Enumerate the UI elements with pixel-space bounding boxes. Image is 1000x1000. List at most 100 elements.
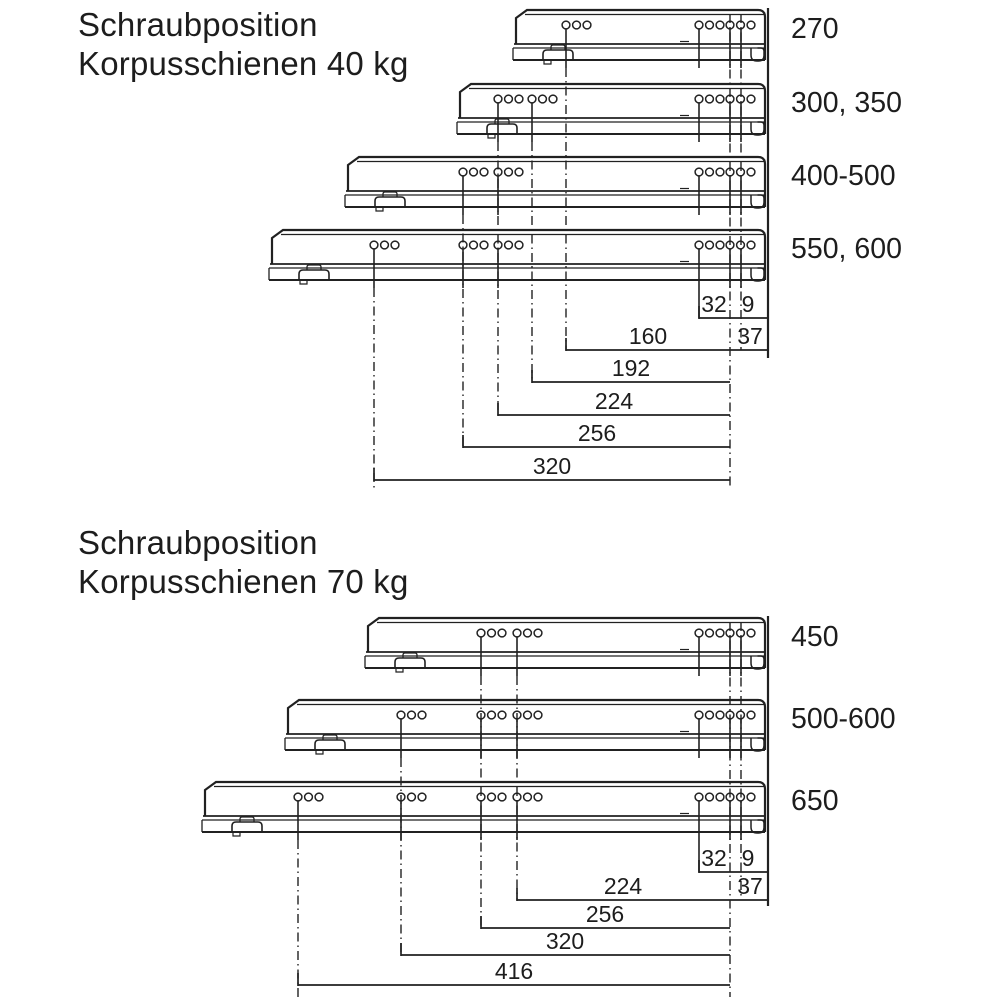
screw-hole: [493, 94, 503, 104]
screw-hole: [479, 167, 489, 177]
rail-latch-foot: [375, 207, 384, 212]
rail-450: 450: [364, 616, 839, 673]
dimension-row-192: 192: [531, 355, 730, 383]
dimension-row-224: 224 37: [516, 873, 768, 901]
dimension-label-160: 160: [629, 323, 667, 349]
dimension-row-416: 416: [297, 958, 730, 986]
rail-latch: [298, 269, 330, 280]
rail-latch: [374, 196, 406, 207]
screw-hole: [406, 710, 417, 720]
screw-hole: [390, 240, 400, 250]
rail-latch-tab: [239, 816, 255, 822]
rail-length-label: 270: [791, 13, 839, 45]
screw-hole: [458, 167, 468, 177]
rail-front-hook: [750, 194, 765, 209]
dimension-row-32: 32 9: [698, 291, 768, 319]
screw-hole: [694, 20, 704, 30]
screw-hole: [694, 628, 704, 638]
screw-hole: [715, 94, 725, 104]
screw-hole: [746, 240, 756, 250]
screw-hole: [704, 167, 715, 177]
dimension-row-256: 256: [480, 901, 730, 929]
rail-latch-foot: [299, 280, 308, 285]
rail-400-500: 400-500: [344, 155, 896, 212]
screw-hole: [503, 240, 514, 250]
rail-latch-tab: [322, 734, 338, 740]
dimension-label-9: 9: [742, 291, 755, 317]
dimension-label-32: 32: [701, 845, 727, 871]
dimension-row-224: 224: [497, 388, 730, 416]
screw-hole: [715, 20, 725, 30]
screw-holes: [396, 710, 756, 720]
dimension-label-224: 224: [604, 873, 643, 899]
diagram-title-40kg: Schraubposition Korpusschienen 40 kg: [78, 5, 409, 83]
rail-latch-tab: [494, 118, 510, 124]
dimension-row-256: 256: [462, 420, 730, 448]
screw-hole: [522, 792, 533, 802]
screw-hole: [479, 240, 489, 250]
rail-latch-foot: [395, 668, 404, 673]
dimension-row-32: 32 9: [698, 845, 768, 873]
rail-body-outline: [286, 698, 767, 750]
rail-front-hook: [750, 47, 765, 62]
dimension-label-37: 37: [737, 873, 763, 899]
dimension-label-32: 32: [701, 291, 727, 317]
screw-hole: [396, 710, 406, 720]
title-line-2: Korpusschienen 70 kg: [78, 563, 409, 600]
rail-latch-foot: [543, 60, 552, 65]
screw-hole: [497, 710, 507, 720]
screw-hole: [503, 94, 514, 104]
rail-300-350: 300, 350: [456, 82, 902, 139]
rail-body-outline: [366, 616, 767, 668]
dimension-label-320: 320: [533, 453, 571, 479]
rail-front-hook: [750, 267, 765, 282]
dimension-label-192: 192: [612, 355, 650, 381]
screw-hole: [746, 710, 756, 720]
screw-hole: [514, 94, 524, 104]
screw-hole: [715, 628, 725, 638]
dimension-row-160: 160 37: [565, 323, 768, 351]
screw-hole: [533, 628, 543, 638]
rail-front-hook: [750, 819, 765, 834]
screw-hole: [704, 20, 715, 30]
screw-hole: [379, 240, 390, 250]
screw-hole: [571, 20, 582, 30]
rail-length-label: 500-600: [791, 703, 896, 735]
diagram-title-70kg: Schraubposition Korpusschienen 70 kg: [78, 523, 409, 601]
dimension-label-37: 37: [737, 323, 763, 349]
screw-holes: [493, 94, 756, 104]
screw-hole: [694, 94, 704, 104]
screw-hole: [417, 792, 427, 802]
screw-hole: [694, 240, 704, 250]
screw-hole: [548, 94, 558, 104]
screw-hole: [715, 167, 725, 177]
rail-latch: [314, 739, 346, 750]
screw-hole: [694, 167, 704, 177]
screw-hole: [527, 94, 537, 104]
screw-hole: [704, 710, 715, 720]
rail-latch-tab: [382, 191, 398, 197]
screw-hole: [704, 628, 715, 638]
screw-hole: [314, 792, 324, 802]
rail-500-600: 500-600: [284, 698, 896, 755]
rail-latch: [542, 49, 574, 60]
dimension-row-320: 320: [373, 453, 730, 481]
screw-hole: [694, 792, 704, 802]
screw-hole: [533, 710, 543, 720]
title-line-1: Schraubposition: [78, 6, 318, 43]
title-line-1: Schraubposition: [78, 524, 318, 561]
screw-hole: [514, 240, 524, 250]
screw-holes: [293, 792, 756, 802]
screw-hole: [486, 710, 497, 720]
rail-length-label: 550, 600: [791, 233, 902, 265]
screw-hole: [406, 792, 417, 802]
rail-length-label: 400-500: [791, 160, 896, 192]
screw-hole: [486, 628, 497, 638]
rail-650: 650: [201, 780, 839, 837]
screw-hole: [715, 710, 725, 720]
screw-hole: [746, 167, 756, 177]
rail-body-outline: [270, 228, 767, 280]
rail-body-outline: [203, 780, 767, 832]
